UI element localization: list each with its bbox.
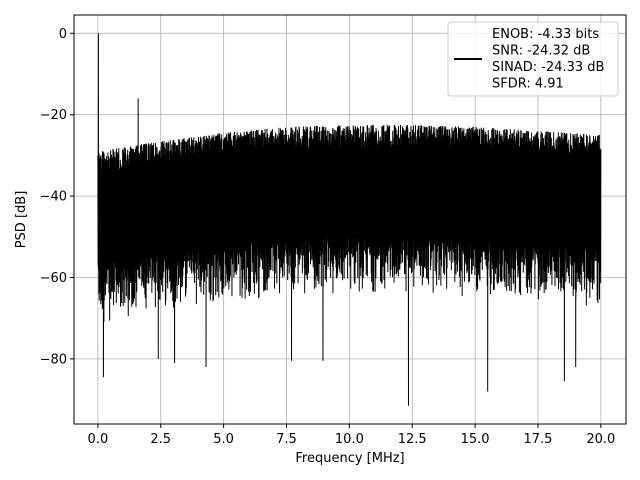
x-axis-ticks: 0.0 2.5 5.0 7.5 10.0 12.5 15.0 17.5 20.0 [88,424,615,447]
y-tick-label: −60 [40,271,67,286]
legend-entry: SINAD: -24.33 dB [492,60,604,75]
x-tick-label: 20.0 [586,432,615,447]
y-tick-label: 0 [59,27,67,42]
y-tick-label: −20 [40,108,67,123]
x-tick-label: 10.0 [335,432,364,447]
legend-entry: SNR: -24.32 dB [492,44,590,59]
legend-box [447,21,619,97]
y-axis-ticks: 0 −20 −40 −60 −80 [40,27,74,367]
x-tick-label: 15.0 [461,432,490,447]
x-axis-label: Frequency [MHz] [295,451,404,466]
x-tick-label: 12.5 [398,432,427,447]
x-tick-label: 7.5 [276,432,297,447]
y-tick-label: −40 [40,190,67,205]
psd-series-line [97,33,602,406]
legend-entry: ENOB: -4.33 bits [492,27,599,42]
x-tick-label: 2.5 [150,432,171,447]
legend-entry: SFDR: 4.91 [492,77,564,92]
x-tick-label: 0.0 [88,432,109,447]
series-layer [97,33,602,406]
y-axis-label: PSD [dB] [14,191,29,249]
x-tick-label: 5.0 [213,432,234,447]
y-tick-label: −80 [40,352,67,367]
plot-frame [73,14,627,425]
x-tick-label: 17.5 [524,432,553,447]
